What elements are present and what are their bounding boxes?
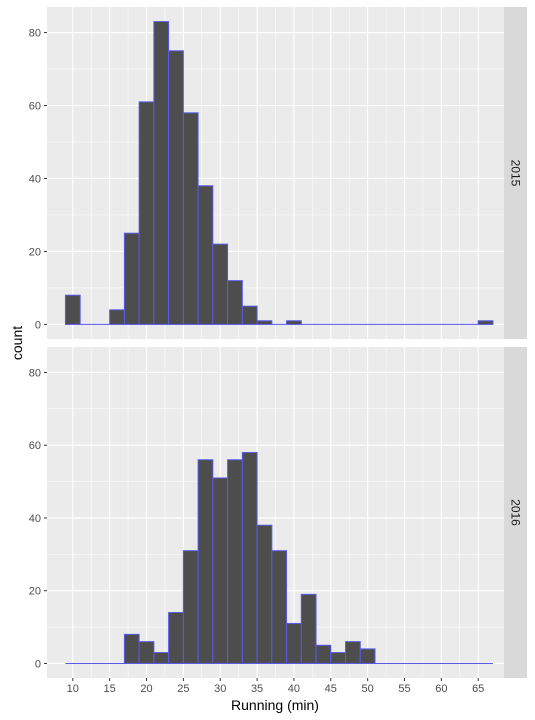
- x-tick-label: 50: [362, 683, 374, 695]
- x-tick-label: 25: [177, 683, 189, 695]
- histogram-bar: [153, 652, 170, 664]
- y-tick-label: 20: [29, 586, 41, 598]
- histogram-bar: [286, 622, 302, 664]
- y-tick-label: 20: [29, 246, 41, 258]
- y-tick-label: 40: [29, 173, 41, 185]
- histogram-bar: [64, 294, 81, 325]
- panel-2015: 0 20 40 60 80 2015: [29, 7, 527, 339]
- x-tick-label: 45: [325, 683, 337, 695]
- y-tick-label: 0: [35, 319, 41, 331]
- y-axis-title: count: [9, 326, 25, 360]
- histogram-bar: [241, 305, 258, 325]
- x-tick-label: 55: [398, 683, 410, 695]
- y-tick-label: 60: [29, 101, 41, 113]
- histogram-bar: [345, 641, 361, 664]
- panels: 0 20 40 60 80 2015 0 20 40 60 80 2016: [29, 7, 527, 678]
- y-tick-label: 80: [29, 367, 41, 379]
- histogram-bar: [197, 459, 214, 664]
- x-tick-label: 35: [251, 683, 263, 695]
- x-tick-label: 40: [288, 683, 300, 695]
- facet-strip-label: 2015: [509, 160, 523, 187]
- y-tick-label: 40: [29, 513, 41, 525]
- histogram-bar: [359, 648, 376, 664]
- facet-strip-label: 2016: [509, 499, 523, 526]
- x-axis: 10 15 20 25 30 35 40 45 50 55 60 65: [67, 678, 484, 695]
- histogram-bar: [212, 477, 229, 664]
- facet-strip: [504, 347, 527, 678]
- histogram-bar: [182, 550, 199, 664]
- x-tick-label: 20: [140, 683, 152, 695]
- histogram-bar: [271, 550, 288, 664]
- y-tick-label: 0: [35, 658, 41, 670]
- histogram-bar: [182, 112, 199, 325]
- histogram-bar: [123, 232, 140, 325]
- y-tick-label: 60: [29, 440, 41, 452]
- histogram-bar: [241, 451, 258, 664]
- histogram-bar: [227, 459, 243, 664]
- histogram-bar: [330, 652, 347, 664]
- histogram-bar: [212, 243, 229, 325]
- x-tick-label: 15: [104, 683, 116, 695]
- histogram-bar: [123, 633, 140, 664]
- histogram-bar: [256, 524, 273, 664]
- x-tick-label: 60: [435, 683, 447, 695]
- histogram-bar: [168, 50, 184, 325]
- histogram-bar: [153, 21, 170, 325]
- histogram-bar: [477, 320, 494, 325]
- histogram-bar: [256, 320, 273, 325]
- x-tick-label: 65: [472, 683, 484, 695]
- x-tick-label: 10: [67, 683, 79, 695]
- histogram-bar: [197, 185, 214, 325]
- histogram-bar: [286, 320, 302, 325]
- histogram-bar: [109, 309, 125, 325]
- histogram-bar: [227, 280, 243, 325]
- histogram-bar: [300, 593, 317, 664]
- panel-2016: 0 20 40 60 80 2016: [29, 347, 527, 678]
- x-axis-title: Running (min): [231, 697, 319, 713]
- x-tick-label: 30: [214, 683, 226, 695]
- y-tick-label: 80: [29, 28, 41, 40]
- histogram-bar: [315, 644, 332, 664]
- histogram-bar: [138, 101, 155, 325]
- histogram-bar: [138, 641, 155, 664]
- facet-strip: [504, 7, 527, 339]
- histogram-bar: [168, 612, 184, 664]
